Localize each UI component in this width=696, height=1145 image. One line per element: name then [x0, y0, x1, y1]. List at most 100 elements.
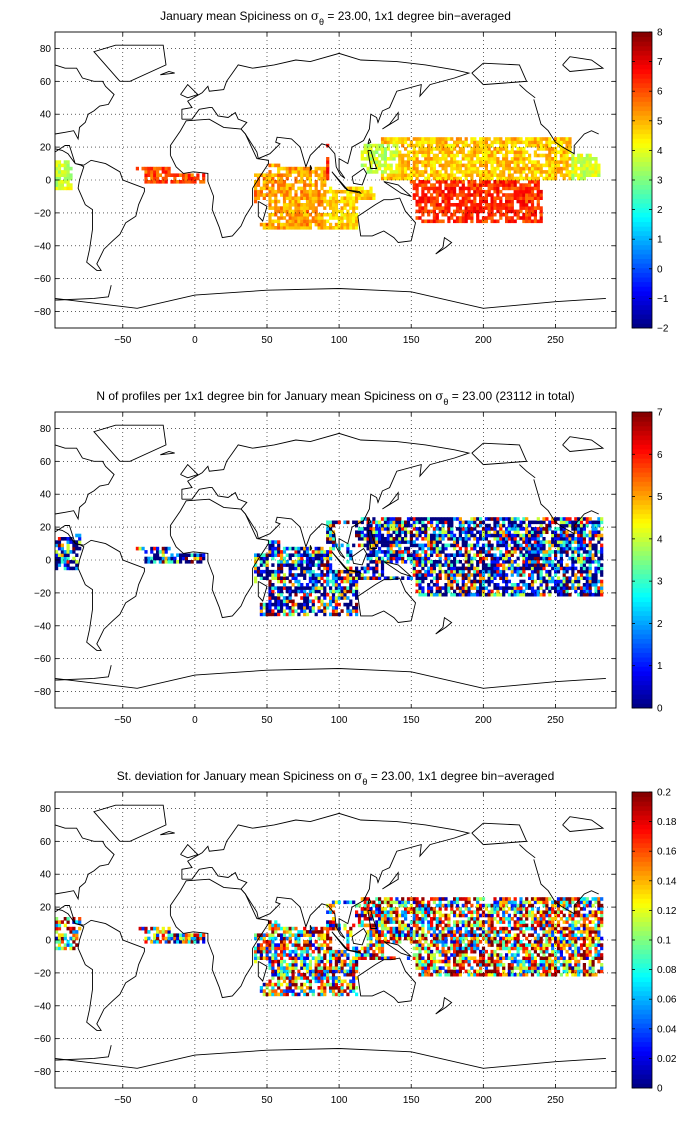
heatmap-cell — [436, 154, 439, 158]
heatmap-cell — [586, 173, 589, 177]
heatmap-cell — [465, 560, 468, 564]
heatmap-cell — [268, 540, 271, 544]
heatmap-cell — [289, 223, 292, 227]
heatmap-cell — [277, 567, 280, 571]
heatmap-cell — [462, 593, 465, 597]
heatmap-cell — [416, 521, 419, 525]
heatmap-cell — [268, 203, 271, 207]
heatmap-cell — [444, 196, 447, 200]
heatmap-cell — [453, 173, 456, 177]
heatmap-cell — [309, 973, 312, 977]
heatmap-cell — [185, 173, 188, 177]
heatmap-cell — [517, 150, 520, 154]
heatmap-cell — [502, 187, 505, 191]
heatmap-cell — [387, 553, 390, 557]
heatmap-cell — [292, 989, 295, 993]
heatmap-cell — [318, 560, 321, 564]
heatmap-cell — [401, 521, 404, 525]
heatmap-cell — [292, 183, 295, 187]
heatmap-cell — [387, 141, 390, 145]
heatmap-cell — [517, 540, 520, 544]
heatmap-cell — [502, 540, 505, 544]
heatmap-cell — [292, 167, 295, 171]
heatmap-cell — [390, 170, 393, 174]
heatmap-cell — [343, 576, 346, 580]
heatmap-cell — [545, 570, 548, 574]
heatmap-cell — [427, 173, 430, 177]
heatmap-cell — [341, 963, 344, 967]
heatmap-cell — [519, 160, 522, 164]
heatmap-cell — [289, 193, 292, 197]
heatmap-cell — [442, 550, 445, 554]
heatmap-cell — [346, 993, 349, 997]
heatmap-cell — [450, 563, 453, 567]
heatmap-cell — [274, 983, 277, 987]
heatmap-cell — [395, 553, 398, 557]
heatmap-cell — [508, 170, 511, 174]
heatmap-cell — [303, 196, 306, 200]
heatmap-cell — [283, 206, 286, 210]
heatmap-cell — [514, 544, 517, 548]
heatmap-cell — [493, 206, 496, 210]
heatmap-cell — [505, 527, 508, 531]
heatmap-cell — [268, 603, 271, 607]
heatmap-cell — [418, 170, 421, 174]
heatmap-cell — [424, 527, 427, 531]
heatmap-cell — [312, 973, 315, 977]
heatmap-cell — [548, 154, 551, 158]
heatmap-cell — [479, 530, 482, 534]
heatmap-cell — [442, 547, 445, 551]
heatmap-cell — [592, 164, 595, 168]
heatmap-cell — [528, 200, 531, 204]
heatmap-cell — [369, 933, 372, 937]
heatmap-cell — [341, 989, 344, 993]
grid — [55, 32, 616, 328]
heatmap-cell — [470, 164, 473, 168]
heatmap-cell — [303, 596, 306, 600]
heatmap-cell — [407, 517, 410, 521]
heatmap-cell — [424, 570, 427, 574]
heatmap-cell — [493, 553, 496, 557]
heatmap-cell — [583, 173, 586, 177]
heatmap-cell — [491, 164, 494, 168]
heatmap-cell — [485, 190, 488, 194]
heatmap-cell — [444, 154, 447, 158]
heatmap-cell — [427, 567, 430, 571]
heatmap-cell — [450, 187, 453, 191]
heatmap-cell — [496, 593, 499, 597]
heatmap-cell — [398, 540, 401, 544]
heatmap-cell — [470, 530, 473, 534]
heatmap-cell — [326, 173, 329, 177]
heatmap-cell — [343, 953, 346, 957]
heatmap-cell — [268, 960, 271, 964]
heatmap-cell — [479, 534, 482, 538]
heatmap-cell — [473, 164, 476, 168]
heatmap-cell — [401, 157, 404, 161]
heatmap-cell — [162, 547, 165, 551]
heatmap-cell — [306, 190, 309, 194]
heatmap-cell — [560, 150, 563, 154]
heatmap-cell — [528, 521, 531, 525]
heatmap-cell — [326, 190, 329, 194]
heatmap-cell — [294, 943, 297, 947]
heatmap-cell — [416, 943, 419, 947]
heatmap-cell — [436, 157, 439, 161]
heatmap-cell — [55, 550, 58, 554]
heatmap-cell — [349, 553, 352, 557]
heatmap-cell — [540, 147, 543, 151]
heatmap-cell — [525, 517, 528, 521]
heatmap-cell — [381, 917, 384, 921]
heatmap-cell — [496, 193, 499, 197]
heatmap-cell — [306, 596, 309, 600]
heatmap-cell — [64, 177, 67, 181]
heatmap-cell — [522, 534, 525, 538]
heatmap-cell — [188, 937, 191, 941]
heatmap-cell — [522, 593, 525, 597]
heatmap-cell — [508, 164, 511, 168]
heatmap-cell — [450, 213, 453, 217]
heatmap-cell — [277, 167, 280, 171]
heatmap-cell — [499, 517, 502, 521]
heatmap-cell — [315, 586, 318, 590]
heatmap-cell — [303, 609, 306, 613]
heatmap-cell — [312, 200, 315, 204]
